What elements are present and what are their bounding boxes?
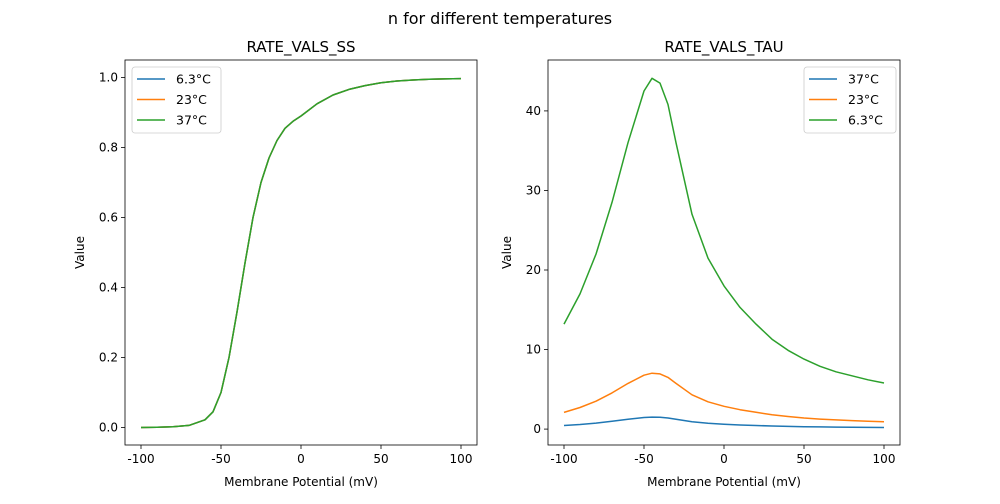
x-tick-label: 50 (796, 452, 811, 466)
legend: 37°C 23°C 6.3°C (803, 66, 897, 134)
series-line-37°C (140, 77, 462, 429)
legend-box (803, 66, 897, 134)
x-tick-label: -50 (634, 452, 654, 466)
axes-1: RATE_VALS_SS -100 -50 0 50 100 0.0 0.2 0.4 0.6 0.8… (73, 38, 478, 489)
figure-suptitle: n for different temperatures (388, 9, 612, 28)
axes-title: RATE_VALS_SS (246, 38, 355, 57)
y-tick-label: 0.4 (99, 281, 118, 295)
y-tick-label: 0.6 (99, 211, 118, 225)
legend-label: 23°C (176, 92, 207, 107)
legend-label: 37°C (176, 113, 207, 128)
y-tick-label: 10 (526, 343, 541, 357)
x-tick-label: -100 (550, 452, 577, 466)
axes-title: RATE_VALS_TAU (664, 38, 783, 57)
x-tick-label: -100 (127, 452, 154, 466)
y-tick-label: 0.8 (99, 141, 118, 155)
y-tick-label: 0.0 (99, 421, 118, 435)
y-tick-label: 1.0 (99, 71, 118, 85)
legend-label: 6.3°C (176, 72, 211, 87)
x-axis-label: Membrane Potential (mV) (224, 475, 378, 489)
x-tick-label: 100 (873, 452, 896, 466)
series-line-23°C (563, 372, 885, 423)
legend-label: 6.3°C (848, 113, 883, 128)
y-tick-label: 0 (533, 422, 541, 436)
legend-label: 37°C (848, 72, 879, 87)
axes-2: RATE_VALS_TAU -100 -50 0 50 100 0 10 20 30 40 Membr… (500, 38, 901, 489)
y-tick-label: 0.2 (99, 351, 118, 365)
x-tick-label: 100 (450, 452, 473, 466)
y-tick-label: 20 (526, 263, 541, 277)
y-tick-label: 30 (526, 183, 541, 197)
legend-label: 23°C (848, 92, 879, 107)
y-tick-label: 40 (526, 104, 541, 118)
x-tick-label: 0 (297, 452, 305, 466)
y-axis-label: Value (73, 236, 87, 269)
x-tick-label: 50 (373, 452, 388, 466)
x-tick-label: 0 (720, 452, 728, 466)
x-tick-label: -50 (211, 452, 231, 466)
legend: 6.3°C 23°C 37°C (131, 66, 222, 134)
x-axis-label: Membrane Potential (mV) (647, 475, 801, 489)
y-axis-label: Value (500, 236, 514, 269)
legend-box (131, 66, 222, 134)
series-line-37°C (563, 416, 885, 429)
series-line-6.3°C (563, 77, 885, 384)
